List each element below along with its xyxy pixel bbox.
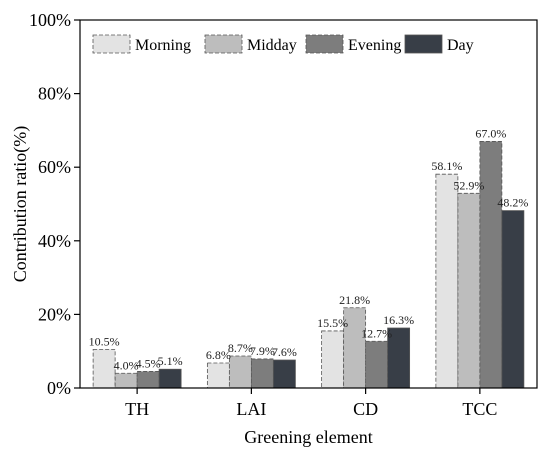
x-tick-label: TCC bbox=[462, 399, 497, 419]
legend: Morning Midday Evening Day bbox=[92, 34, 474, 54]
data-label: 12.7% bbox=[361, 326, 392, 340]
legend-label: Midday bbox=[247, 37, 297, 54]
x-tick-label: TH bbox=[125, 399, 149, 419]
legend-label: Evening bbox=[348, 37, 401, 54]
plot-frame bbox=[79, 19, 538, 389]
data-label: 7.6% bbox=[272, 345, 297, 359]
bar bbox=[92, 348, 116, 389]
bar bbox=[206, 362, 230, 389]
bar bbox=[457, 192, 481, 389]
bar bbox=[272, 359, 296, 389]
data-label: 4.0% bbox=[114, 358, 139, 372]
bar bbox=[158, 368, 182, 389]
bar bbox=[114, 372, 138, 389]
y-tick-label: 20% bbox=[38, 304, 71, 324]
x-tick-label: LAI bbox=[236, 399, 266, 419]
bar bbox=[435, 173, 459, 389]
data-label: 4.5% bbox=[136, 356, 161, 370]
bars-layer bbox=[92, 141, 525, 389]
bar bbox=[228, 355, 252, 389]
data-label: 7.9% bbox=[250, 344, 275, 358]
data-label: 5.1% bbox=[158, 354, 183, 368]
data-label: 10.5% bbox=[89, 334, 120, 348]
bar bbox=[136, 371, 160, 389]
legend-swatch bbox=[92, 34, 131, 54]
bar bbox=[250, 358, 274, 389]
data-label: 67.0% bbox=[475, 126, 506, 140]
legend-swatch bbox=[305, 34, 344, 54]
y-tick-label: 80% bbox=[38, 84, 71, 104]
data-label: 58.1% bbox=[431, 159, 462, 173]
data-label: 21.8% bbox=[339, 293, 370, 307]
data-label: 8.7% bbox=[228, 341, 253, 355]
data-label: 52.9% bbox=[453, 178, 484, 192]
data-label: 16.3% bbox=[383, 313, 414, 327]
y-tick-label: 0% bbox=[47, 378, 71, 398]
data-label: 15.5% bbox=[317, 316, 348, 330]
data-label: 48.2% bbox=[497, 196, 528, 210]
y-tick-label: 100% bbox=[29, 10, 71, 30]
y-axis-title: Contribution ratio(%) bbox=[10, 126, 31, 282]
bar bbox=[501, 210, 525, 389]
y-tick-label: 40% bbox=[38, 231, 71, 251]
legend-label: Day bbox=[447, 37, 474, 54]
legend-label: Morning bbox=[135, 37, 191, 54]
x-axis-title: Greening element bbox=[244, 427, 372, 447]
data-labels-layer: 10.5% 6.8% 15.5% 58.1% 4.0% 8.7% 21.8% 52.9% 4.5… bbox=[89, 126, 529, 372]
x-tick-label: CD bbox=[353, 399, 378, 419]
data-label: 6.8% bbox=[206, 348, 231, 362]
axes-layer: 0% 20% 40% 60% 80% 100% TH LAI CD TCC bbox=[29, 10, 538, 419]
bar bbox=[365, 340, 389, 389]
y-tick-label: 60% bbox=[38, 157, 71, 177]
legend-swatch bbox=[404, 34, 443, 54]
legend-swatch bbox=[204, 34, 243, 54]
bar bbox=[321, 330, 345, 389]
